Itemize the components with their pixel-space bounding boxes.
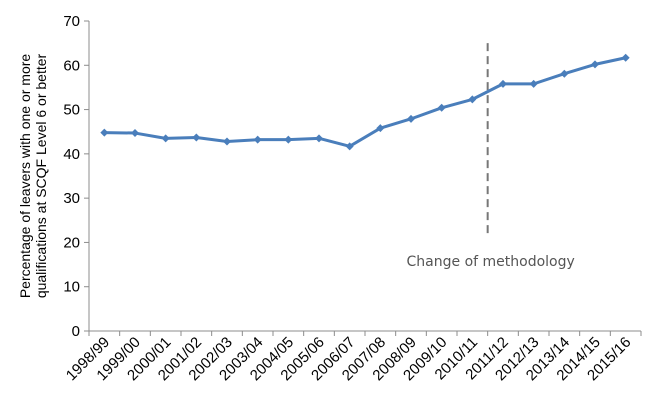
data-point [560, 69, 569, 78]
data-point [529, 79, 538, 88]
y-axis-title-line-2: qualifications at SCQF Level 6 or better [33, 53, 49, 298]
data-point [437, 103, 446, 112]
y-tick-label: 70 [63, 13, 80, 30]
series-layer [100, 53, 630, 151]
y-axis-title-line-1: Percentage of leavers with one or more [17, 54, 33, 299]
data-point [407, 114, 415, 123]
x-axis: 1998/991999/002000/012001/022002/032003/… [63, 330, 642, 384]
y-tick-label: 50 [63, 102, 80, 119]
methodology-change-label: Change of methodology [407, 254, 575, 270]
y-tick-label: 0 [72, 323, 80, 340]
data-point [223, 137, 231, 146]
y-axis: 0 10 20 30 40 50 60 70 [63, 13, 90, 340]
data-point [131, 129, 139, 138]
y-tick-label: 40 [63, 146, 80, 163]
y-tick-label: 10 [63, 279, 80, 296]
data-point [468, 95, 477, 104]
data-point [161, 134, 170, 143]
data-point [621, 53, 630, 62]
data-point [315, 134, 323, 143]
annotation-layer: Change of methodology [407, 43, 575, 270]
y-axis-title: Percentage of leavers with one or more q… [17, 53, 49, 298]
y-tick-label: 30 [63, 190, 80, 207]
data-point [284, 135, 293, 144]
data-point [345, 142, 354, 151]
data-point [192, 133, 201, 142]
data-point [253, 135, 262, 144]
y-tick-label: 60 [63, 57, 80, 74]
data-point [376, 124, 385, 133]
data-point [591, 60, 599, 69]
series-line [104, 56, 626, 148]
y-tick-label: 20 [63, 234, 80, 251]
data-point [100, 128, 109, 137]
data-point [499, 79, 507, 88]
